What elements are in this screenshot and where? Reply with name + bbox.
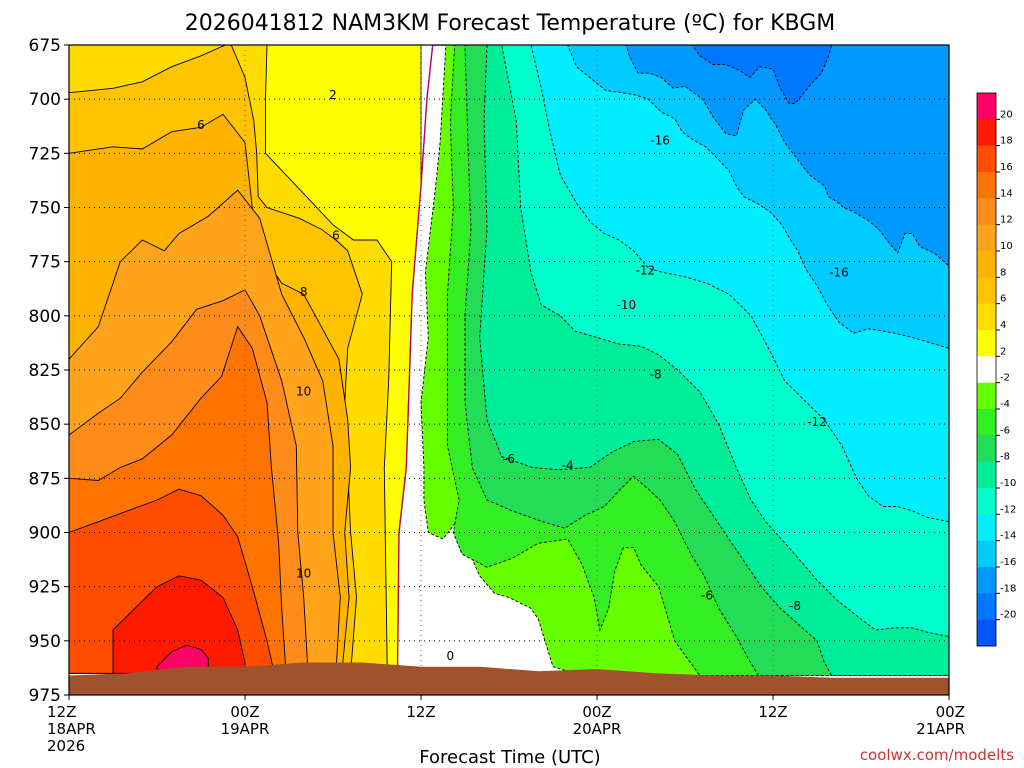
colorbar-label: 12 [1000,215,1013,226]
y-tick-label: 700 [29,90,61,110]
contour-labels: 2 6 6 8 10 10 0 -16 -12 -16 -10 -8 -12 -6 -4 -6 -8 [197,88,849,663]
colorbar-label: 14 [1000,188,1013,199]
contour-label: -8 [789,599,801,613]
colorbar-label: -8 [1000,452,1010,463]
terrain-ground [69,662,949,695]
contour-label: 2 [329,88,337,102]
x-tick-label: 00Z [936,703,965,721]
colorbar-label: 20 [1000,109,1013,120]
x-tick-label: 12Z [406,703,435,721]
grid-lines [69,45,949,695]
colorbar-swatch [977,409,996,436]
colorbar-label: 4 [1000,320,1006,331]
x-tick-label: 12Z [47,703,76,721]
contour-label: 6 [332,229,340,243]
contour-label: -16 [829,266,849,280]
y-tick-label: 925 [29,578,61,598]
colorbar: 20 18 16 14 12 10 8 6 4 2 -2 -4 -6 -8 -10 -12 -14 -16 -18 -… [976,92,1016,647]
x-axis-title: Forecast Time (UTC) [419,747,600,768]
colorbar-swatch [977,224,996,252]
y-tick-label: 975 [29,686,61,706]
x-tick-label: 20APR [573,720,622,738]
y-tick-label: 775 [29,253,61,273]
contour-label: 0 [446,649,454,663]
colorbar-swatch [977,514,996,541]
colorbar-swatch [977,277,996,304]
region--16 [625,45,949,267]
colorbar-swatch [977,119,996,146]
contour-label: -4 [562,458,574,472]
colorbar-swatch [977,145,996,173]
y-tick-label: 725 [29,144,61,164]
colorbar-label: 2 [1000,346,1006,357]
contour-label: 10 [296,385,311,399]
y-axis: 675 700 725 750 775 800 825 850 875 900 925 950 975 [29,36,69,706]
colorbar-swatch [977,619,996,647]
x-tick-label: 18APR [47,720,96,738]
colorbar-label: 10 [1000,241,1013,252]
colorbar-label: -20 [1000,610,1016,621]
colorbar-label: -18 [1000,583,1016,594]
colorbar-label: -10 [1000,478,1016,489]
colorbar-swatch [977,593,996,620]
colorbar-label: -12 [1000,504,1016,515]
colorbar-label: 18 [1000,136,1013,147]
colorbar-swatch [977,303,996,331]
terrain-layer [69,662,949,695]
colorbar-swatch [977,461,996,489]
x-tick-label: 00Z [582,703,611,721]
temperature-fill-layer [69,45,949,677]
contour-label: -6 [701,588,713,602]
colorbar-label: -6 [1000,425,1010,436]
contour-label: -12 [807,415,827,429]
contour-label: 6 [197,118,205,132]
x-tick-label: 2026 [47,737,85,755]
contour-label: -10 [616,298,636,312]
colorbar-swatch [977,93,996,120]
y-tick-label: 675 [29,36,61,56]
colorbar-swatch [977,198,996,225]
colorbar-label: 16 [1000,162,1013,173]
colorbar-label: 8 [1000,267,1006,278]
y-tick-label: 950 [29,632,61,652]
x-tick-label: 19APR [221,720,270,738]
contour-label: 8 [300,285,308,299]
colorbar-swatch [977,172,996,199]
colorbar-label: -2 [1000,373,1010,384]
colorbar-swatch [977,567,996,594]
colorbar-swatch [977,435,996,462]
y-tick-label: 900 [29,524,61,544]
colorbar-swatch [977,356,996,383]
colorbar-swatch [977,330,996,357]
x-tick-label: 00Z [230,703,259,721]
contour-label: -16 [650,133,670,147]
x-tick-label: 12Z [758,703,787,721]
contour-label: -12 [636,263,656,277]
colorbar-label: -4 [1000,399,1010,410]
contour-label: -6 [503,452,515,466]
region--18 [691,45,833,104]
y-tick-label: 825 [29,361,61,381]
y-tick-label: 750 [29,199,61,219]
x-tick-label: 21APR [916,720,965,738]
colorbar-label: 6 [1000,294,1006,305]
colorbar-swatch [977,488,996,515]
colorbar-swatch [977,382,996,410]
y-tick-label: 850 [29,415,61,435]
y-tick-label: 875 [29,469,61,489]
chart-title: 2026041812 NAM3KM Forecast Temperature (… [185,11,836,36]
colorbar-label: -14 [1000,531,1016,542]
y-tick-label: 800 [29,307,61,327]
colorbar-frame [976,92,997,647]
colorbar-label: -16 [1000,557,1016,568]
contour-label: -8 [650,367,662,381]
plot-area [69,45,949,695]
colorbar-swatch [977,540,996,568]
credit-text: coolwx.com/modelts [860,746,1014,764]
colorbar-swatch [977,251,996,278]
contour-label: 10 [296,567,311,581]
